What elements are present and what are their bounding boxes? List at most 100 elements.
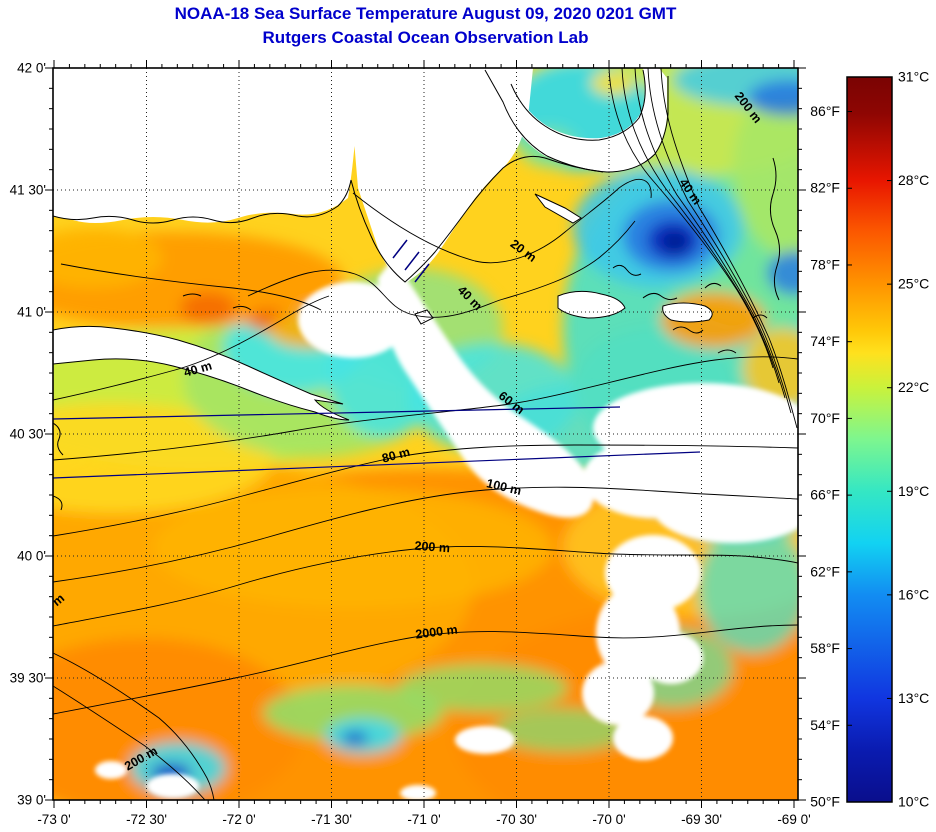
colorbar-gradient xyxy=(846,76,893,803)
sst-blob xyxy=(263,685,443,741)
figure-title: NOAA-18 Sea Surface Temperature August 0… xyxy=(174,4,677,23)
coastline xyxy=(53,422,64,456)
fahrenheit-label: 74°F xyxy=(810,333,840,349)
fahrenheit-label: 58°F xyxy=(810,640,840,656)
land-shape xyxy=(534,193,582,224)
celsius-label: 13°C xyxy=(898,690,929,706)
lat-tick-label: 39 0' xyxy=(17,793,46,808)
lat-tick-label: 39 30' xyxy=(10,671,46,686)
celsius-label: 19°C xyxy=(898,483,929,499)
coastlines xyxy=(53,69,781,511)
depth-contour xyxy=(53,486,798,583)
track-mark xyxy=(414,263,430,283)
cloud-patch xyxy=(613,716,673,760)
lon-tick-label: -72 30' xyxy=(126,812,167,827)
coastline xyxy=(642,292,678,301)
lon-tick-label: -72 0' xyxy=(222,812,255,827)
celsius-label: 25°C xyxy=(898,276,929,292)
cloud-patch xyxy=(653,473,798,543)
cloud-patch xyxy=(455,726,515,754)
depth-contour xyxy=(60,263,322,311)
cloud-patch xyxy=(582,661,654,725)
contour-label: 200 m xyxy=(414,539,450,555)
land-shape xyxy=(662,302,713,323)
coastline xyxy=(752,314,768,319)
transect-line xyxy=(53,451,701,479)
axis-ticks xyxy=(45,60,806,808)
sst-blob xyxy=(591,71,635,95)
lon-tick-label: -69 30' xyxy=(681,812,722,827)
depth-contour xyxy=(608,68,774,369)
coastline xyxy=(612,264,642,276)
lon-tick-label: -71 30' xyxy=(311,812,352,827)
depth-contour xyxy=(53,444,798,537)
cloud-patch xyxy=(95,761,127,779)
lat-tick-label: 42 0' xyxy=(17,61,46,76)
depth-contour xyxy=(53,652,215,800)
depth-contour xyxy=(53,356,798,461)
coastline xyxy=(53,495,63,511)
sst-blob xyxy=(398,664,568,712)
land-shape xyxy=(485,68,667,172)
cloud-patch xyxy=(400,785,436,800)
land-shape xyxy=(557,290,626,319)
fahrenheit-label: 50°F xyxy=(810,794,840,810)
figure-subtitle: Rutgers Coastal Ocean Observation Lab xyxy=(262,28,589,47)
fahrenheit-label: 78°F xyxy=(810,256,840,272)
colorbar: 31°C 28°C 25°C 22°C 19°C 16°C 13°C 10°C 86°F 82°F… xyxy=(810,69,929,810)
depth-contour xyxy=(53,546,798,627)
colorbar-ticks xyxy=(847,76,892,803)
cloud-patch xyxy=(639,632,703,684)
celsius-label: 10°C xyxy=(898,794,929,810)
depth-contours xyxy=(53,68,798,800)
land-shape xyxy=(53,325,350,421)
contour-label: 2000 m xyxy=(415,622,459,641)
colorbar-labels: 31°C 28°C 25°C 22°C 19°C 16°C 13°C 10°C 86°F 82°F… xyxy=(810,69,929,810)
depth-contour xyxy=(247,220,636,318)
depth-contour xyxy=(53,624,798,715)
lat-tick-label: 41 0' xyxy=(17,305,46,320)
lon-tick-label: -73 0' xyxy=(37,812,70,827)
fahrenheit-label: 70°F xyxy=(810,410,840,426)
fahrenheit-label: 62°F xyxy=(810,563,840,579)
coastline xyxy=(717,349,737,354)
land-shape xyxy=(53,68,358,223)
lon-tick-label: -69 0' xyxy=(777,812,810,827)
coastline xyxy=(484,69,669,173)
axis-labels: -73 0' -72 30' -72 0' -71 30' -71 0' -70 30' -… xyxy=(10,61,811,828)
depth-contour xyxy=(660,68,798,429)
depth-contour xyxy=(53,295,330,401)
transect-lines xyxy=(53,239,701,479)
fahrenheit-label: 66°F xyxy=(810,487,840,503)
sst-blob xyxy=(53,228,163,288)
coastline xyxy=(182,293,202,297)
cloud-band xyxy=(378,258,594,518)
transect-line xyxy=(53,406,621,420)
lon-tick-label: -70 0' xyxy=(592,812,625,827)
fahrenheit-label: 86°F xyxy=(810,103,840,119)
coastline xyxy=(704,282,722,289)
lat-tick-label: 40 30' xyxy=(10,427,46,442)
track-mark xyxy=(392,239,408,259)
lon-tick-label: -71 0' xyxy=(407,812,440,827)
cloud-patch xyxy=(298,282,408,358)
sst-blob xyxy=(662,231,688,253)
celsius-label: 31°C xyxy=(898,69,929,85)
land-shape xyxy=(333,68,533,283)
depth-contour xyxy=(634,68,786,399)
sst-blob xyxy=(153,488,553,608)
sst-blob xyxy=(53,638,303,800)
celsius-label: 28°C xyxy=(898,172,929,188)
depth-contour xyxy=(621,68,780,384)
coastline xyxy=(672,326,704,334)
celsius-label: 16°C xyxy=(898,586,929,602)
sst-blob xyxy=(743,328,798,408)
lon-tick-label: -70 30' xyxy=(496,812,537,827)
lat-tick-label: 40 0' xyxy=(17,549,46,564)
coastline xyxy=(53,179,352,224)
coastline xyxy=(350,155,604,283)
sst-blob xyxy=(748,80,798,116)
